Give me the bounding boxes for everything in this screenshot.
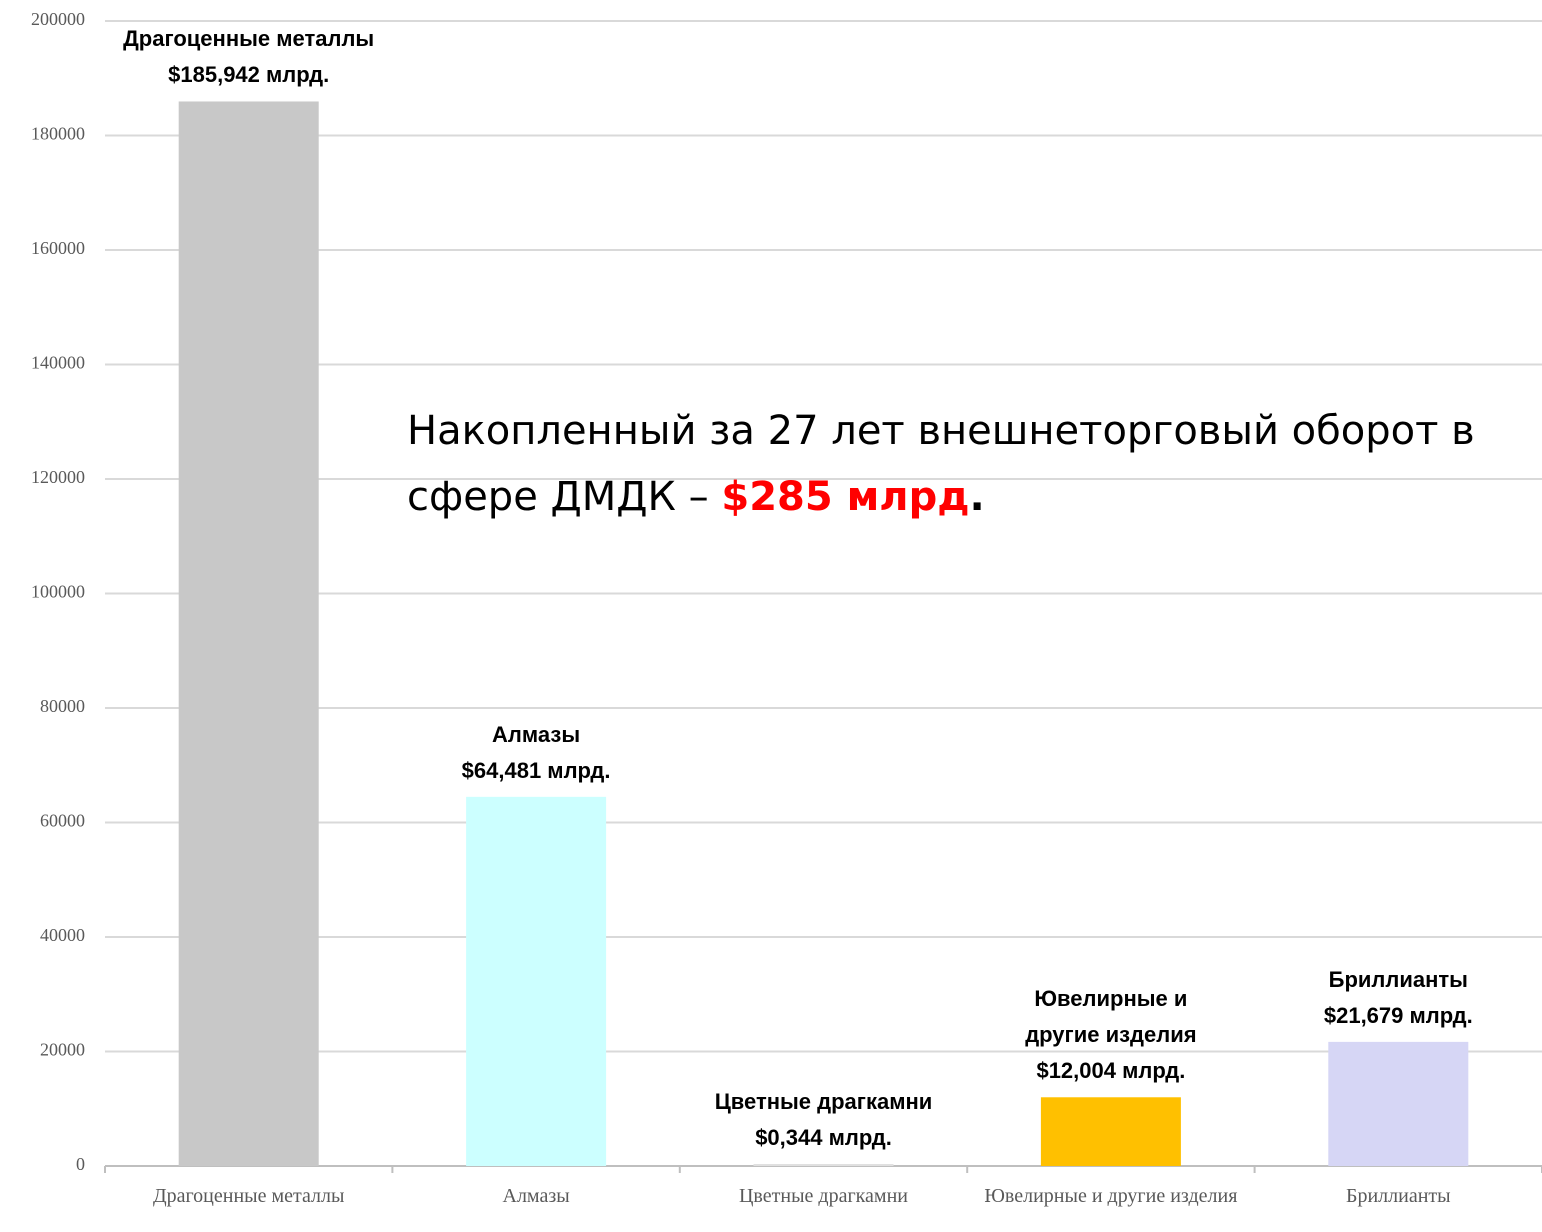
bar bbox=[1328, 1041, 1469, 1166]
y-tick-label: 40000 bbox=[40, 925, 85, 945]
data-label: Алмазы $64,481 млрд. bbox=[386, 717, 686, 789]
y-tick-label: 100000 bbox=[31, 582, 85, 602]
y-tick-label: 120000 bbox=[31, 467, 85, 487]
annotation-end: . bbox=[969, 474, 985, 520]
y-tick-label: 200000 bbox=[31, 9, 85, 29]
data-label-line: Драгоценные металлы bbox=[123, 26, 375, 52]
bar bbox=[178, 101, 319, 1166]
data-label-line: Алмазы bbox=[492, 721, 581, 747]
y-tick-label: 80000 bbox=[40, 696, 85, 716]
data-label: Драгоценные металлы $185,942 млрд. bbox=[99, 21, 399, 93]
y-tick-label: 140000 bbox=[31, 353, 85, 373]
x-tick-label: Цветные драгкамни bbox=[738, 1185, 908, 1207]
y-tick-label: 180000 bbox=[31, 124, 85, 144]
data-label: Бриллианты $21,679 млрд. bbox=[1248, 962, 1542, 1034]
y-tick-label: 20000 bbox=[40, 1040, 85, 1060]
y-tick-label: 60000 bbox=[40, 811, 85, 831]
data-label: Ювелирные и другие изделия $12,004 млрд. bbox=[1001, 981, 1221, 1089]
bar bbox=[1040, 1097, 1181, 1166]
y-tick-label: 0 bbox=[76, 1154, 85, 1174]
data-label-line: Бриллианты bbox=[1328, 966, 1468, 992]
bar bbox=[753, 1164, 894, 1166]
data-label-line: $0,344 млрд. bbox=[755, 1125, 892, 1151]
data-label-line: $12,004 млрд. bbox=[1036, 1058, 1186, 1084]
x-tick-label: Ювелирные и другие изделия bbox=[984, 1185, 1238, 1207]
data-label-line: $21,679 млрд. bbox=[1323, 1002, 1473, 1028]
data-label-line: Ювелирные и другие изделия bbox=[1025, 986, 1197, 1048]
annotation-text: Накопленный за 27 лет внешнеторговый обо… bbox=[407, 408, 1475, 520]
data-label: Цветные драгкамни $0,344 млрд. bbox=[674, 1084, 974, 1156]
annotation: Накопленный за 27 лет внешнеторговый обо… bbox=[407, 398, 1527, 530]
data-label-line: Цветные драгкамни bbox=[714, 1089, 933, 1115]
data-label-line: $185,942 млрд. bbox=[168, 62, 330, 88]
data-label-line: $64,481 млрд. bbox=[461, 757, 611, 783]
x-tick-label: Драгоценные металлы bbox=[152, 1185, 345, 1207]
annotation-highlight: $285 млрд bbox=[721, 474, 970, 520]
x-tick-label: Алмазы bbox=[502, 1185, 570, 1207]
y-tick-label: 160000 bbox=[31, 238, 85, 258]
x-tick-label: Бриллианты bbox=[1345, 1185, 1451, 1207]
bar bbox=[466, 796, 607, 1166]
